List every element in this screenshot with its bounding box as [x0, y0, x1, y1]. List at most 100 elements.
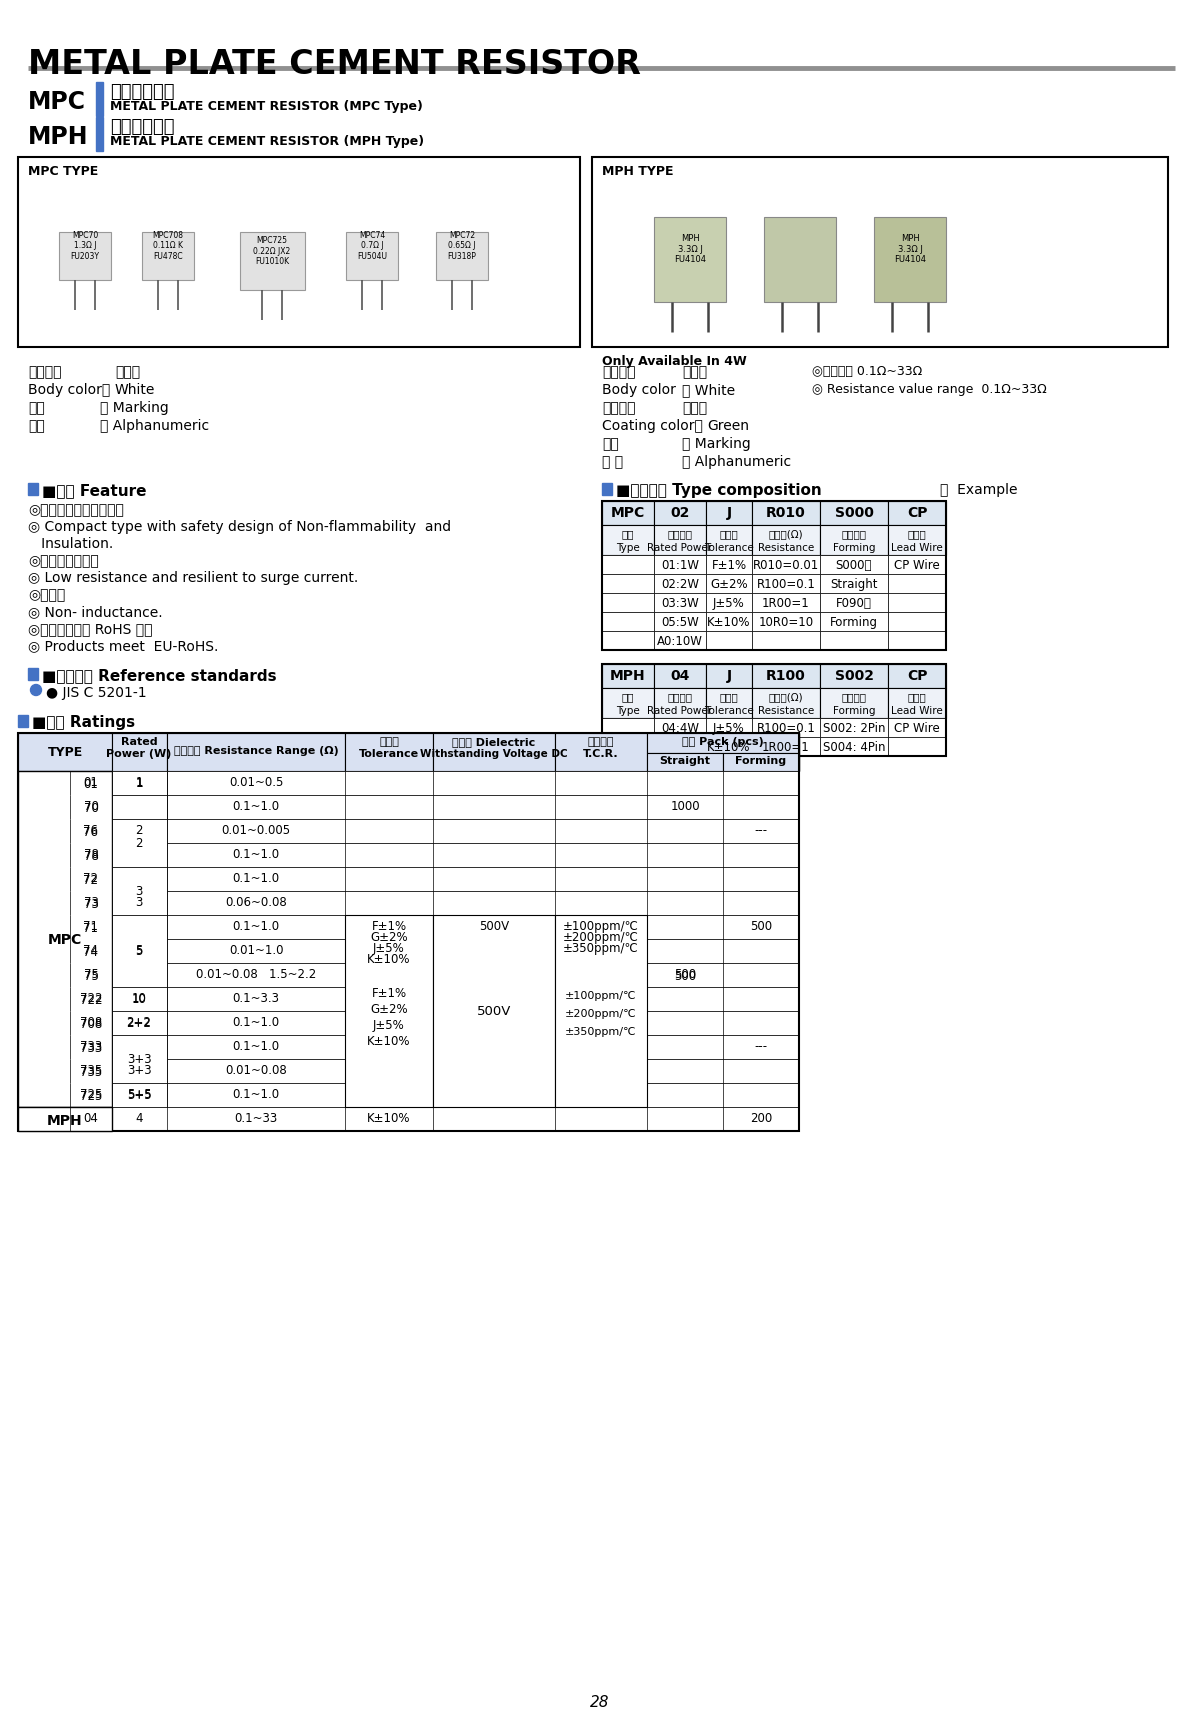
Bar [752, 501, 820, 525]
Bar [654, 593, 706, 612]
Text: ◎阻値範圍 0.1Ω~33Ω: ◎阻値範圍 0.1Ω~33Ω [812, 366, 923, 378]
Bar [18, 988, 799, 1012]
Bar [96, 82, 103, 116]
Text: ■額定 Ratings: ■額定 Ratings [32, 714, 136, 730]
Text: 500: 500 [750, 919, 772, 933]
Text: 10: 10 [132, 993, 146, 1007]
Bar [602, 501, 946, 649]
Bar [18, 962, 799, 988]
Text: 2+2: 2+2 [126, 1017, 151, 1031]
Text: ±200ppm/℃: ±200ppm/℃ [563, 931, 638, 943]
Text: 500V: 500V [476, 1005, 511, 1019]
Text: 76: 76 [84, 824, 98, 837]
Text: 733: 733 [80, 1041, 102, 1053]
Text: ◎ Compact type with safety design of Non-flammability  and: ◎ Compact type with safety design of Non… [28, 520, 451, 533]
Text: 500: 500 [674, 967, 696, 981]
Bar [433, 914, 554, 1107]
Bar [820, 718, 888, 737]
Bar [602, 501, 654, 525]
Text: ◎無電感: ◎無電感 [28, 588, 65, 602]
Bar [602, 593, 654, 612]
Text: 電阻値(Ω): 電阻値(Ω) [769, 530, 803, 538]
Text: Rated Power: Rated Power [648, 543, 713, 554]
Bar [764, 217, 836, 302]
Text: 5: 5 [136, 945, 143, 959]
Text: METAL PLATE CEMENT RESISTOR (MPC Type): METAL PLATE CEMENT RESISTOR (MPC Type) [110, 101, 422, 113]
Text: 5+5: 5+5 [127, 1089, 151, 1102]
Text: MPC: MPC [28, 91, 86, 115]
Bar [706, 631, 752, 649]
Text: Tolerance: Tolerance [704, 706, 754, 716]
Text: 725: 725 [80, 1089, 102, 1101]
Bar [820, 593, 888, 612]
Bar [888, 718, 946, 737]
Text: 0.01~0.005: 0.01~0.005 [222, 824, 290, 837]
Text: K±10%: K±10% [367, 1113, 410, 1125]
Bar [28, 484, 38, 496]
Text: 文字: 文字 [28, 419, 44, 432]
Text: 0.01~0.08: 0.01~0.08 [226, 1065, 287, 1077]
Text: Forming: Forming [833, 543, 875, 554]
Bar [820, 612, 888, 631]
Bar [59, 232, 112, 280]
Text: 500V: 500V [479, 919, 509, 933]
Text: 02:2W: 02:2W [661, 578, 698, 591]
Text: 74: 74 [84, 947, 98, 959]
Bar [602, 555, 654, 574]
Bar [706, 612, 752, 631]
Text: 1R00=1: 1R00=1 [762, 742, 810, 754]
Text: 03:3W: 03:3W [661, 596, 698, 610]
Bar [706, 665, 752, 689]
Text: ---: --- [755, 1041, 768, 1053]
Text: ： Marking: ： Marking [100, 402, 169, 415]
Text: ◎ Resistance value range  0.1Ω~33Ω: ◎ Resistance value range 0.1Ω~33Ω [812, 383, 1046, 396]
Text: 0.1~1.0: 0.1~1.0 [233, 872, 280, 885]
Text: 10R0=10: 10R0=10 [758, 615, 814, 629]
Text: ◎低阻値耐衝波性: ◎低阻値耐衝波性 [28, 554, 98, 567]
Text: MPH TYPE: MPH TYPE [602, 166, 673, 178]
Text: 0.1~1.0: 0.1~1.0 [233, 1041, 280, 1053]
Circle shape [30, 685, 42, 696]
Bar [602, 737, 654, 755]
Text: 75: 75 [84, 967, 98, 981]
Text: ◎不燃與絕縁之安全設計: ◎不燃與絕縁之安全設計 [28, 502, 124, 518]
Bar [18, 771, 799, 795]
Text: 5: 5 [136, 943, 143, 957]
Text: 0.1~1.0: 0.1~1.0 [233, 1015, 280, 1029]
Text: T.C.R.: T.C.R. [583, 749, 619, 759]
Bar [888, 689, 946, 718]
Text: S002: 2Pin: S002: 2Pin [823, 721, 886, 735]
Bar [602, 665, 654, 689]
Text: F090：: F090： [836, 596, 872, 610]
Text: ：白色: ：白色 [682, 366, 707, 379]
Text: CP Wire: CP Wire [894, 559, 940, 573]
Text: 包裝 Pack (pcs): 包裝 Pack (pcs) [682, 737, 764, 747]
Text: 200: 200 [750, 1113, 772, 1125]
Text: 500: 500 [674, 971, 696, 983]
Bar [28, 668, 38, 680]
Bar [240, 232, 305, 291]
Text: Rated: Rated [121, 737, 157, 747]
Text: 1R00=1: 1R00=1 [762, 596, 810, 610]
Bar [752, 718, 820, 737]
Bar [654, 501, 706, 525]
Bar [18, 795, 799, 819]
Text: J±5%: J±5% [713, 721, 745, 735]
Text: 0.1~33: 0.1~33 [234, 1113, 277, 1125]
Text: Power (W): Power (W) [107, 749, 172, 759]
Bar [752, 631, 820, 649]
Text: 型名: 型名 [622, 692, 635, 702]
Text: 二次加工: 二次加工 [841, 530, 866, 538]
Text: J±5%: J±5% [713, 596, 745, 610]
Bar [820, 501, 888, 525]
Text: 0.1~1.0: 0.1~1.0 [233, 919, 280, 933]
Text: Tolerance: Tolerance [359, 749, 419, 759]
Bar [820, 689, 888, 718]
Bar [167, 733, 346, 771]
Text: 標示: 標示 [602, 438, 619, 451]
Text: Forming: Forming [833, 706, 875, 716]
Text: 金屬板電阻器: 金屬板電阻器 [110, 84, 174, 101]
Text: K±10%: K±10% [367, 1036, 410, 1048]
Text: 73: 73 [84, 896, 98, 909]
Text: 誤差値: 誤差値 [720, 692, 738, 702]
